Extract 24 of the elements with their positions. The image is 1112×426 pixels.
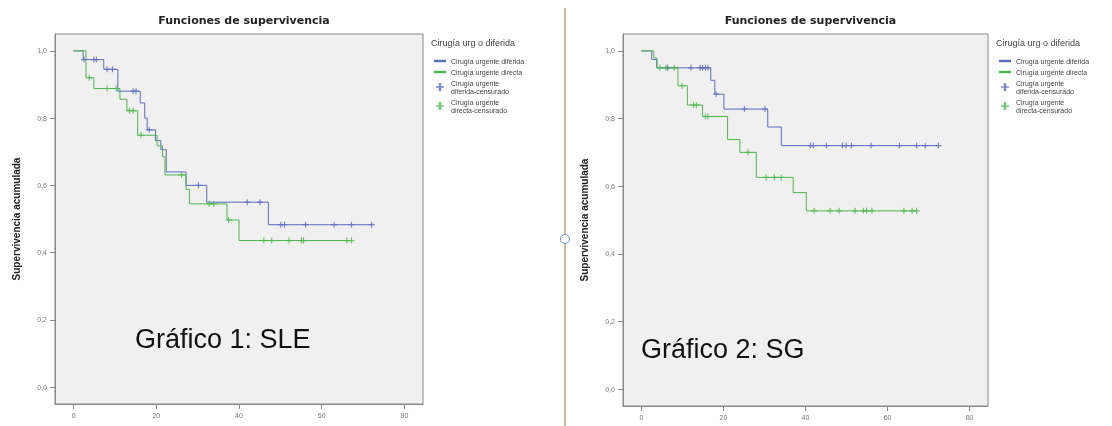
chart-title: Funciones de supervivencia [158,14,330,27]
y-axis-title: Supervivencia acumulada [578,158,590,282]
point [745,149,752,156]
y-axis-title: Supervivencia acumulada [10,157,22,281]
point [178,171,185,178]
point [104,66,111,73]
annotation: Gráfico 1: SLE [135,323,311,354]
point [225,217,232,224]
point [900,207,907,214]
point [761,106,768,113]
annotation: Gráfico 2: SG [641,333,805,364]
point [868,207,875,214]
point [80,56,87,63]
point [713,91,720,98]
point [688,64,695,71]
point [656,64,663,71]
point [679,82,686,89]
legend-title: Cirugía urg o diferida [431,37,516,48]
point [257,199,264,206]
legend-title: Cirugía urg o diferida [996,37,1081,48]
chart-title: Funciones de supervivencia [724,14,897,27]
point [741,106,748,113]
point [138,132,144,139]
point [286,237,293,244]
